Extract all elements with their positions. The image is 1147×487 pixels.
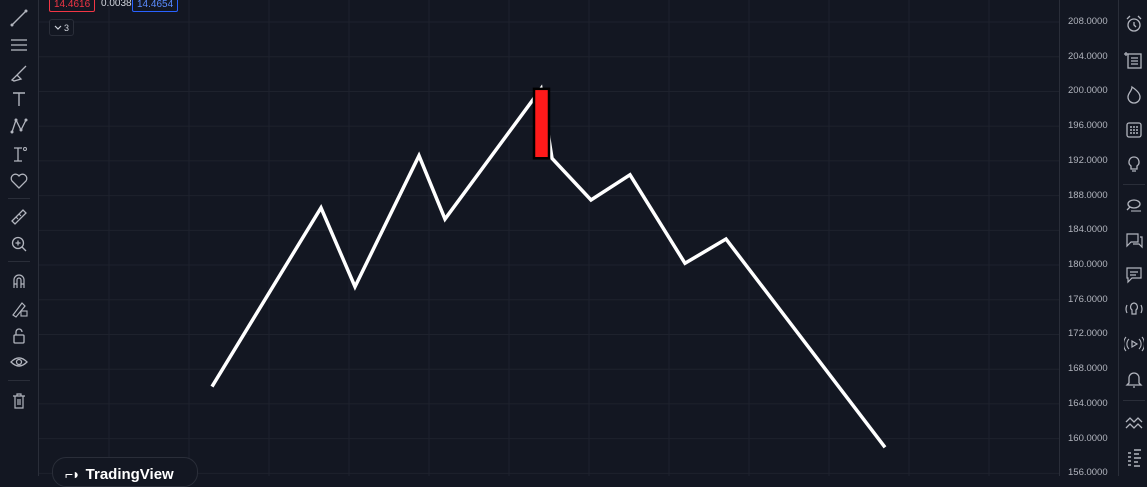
left-toolbar xyxy=(0,0,39,476)
message-icon[interactable] xyxy=(1121,262,1147,288)
price-label: 196.0000 xyxy=(1068,120,1108,131)
price-label: 180.0000 xyxy=(1068,259,1108,270)
stream-icon[interactable] xyxy=(1121,331,1147,357)
legend-value-low: 14.4616 xyxy=(49,0,95,12)
price-label: 208.0000 xyxy=(1068,16,1108,27)
eye-icon[interactable] xyxy=(6,350,32,374)
price-label: 168.0000 xyxy=(1068,363,1108,374)
tradingview-logo[interactable]: ⌐◗ TradingView xyxy=(52,457,198,487)
toolbar-divider xyxy=(8,198,30,199)
price-label: 200.0000 xyxy=(1068,85,1108,96)
price-label: 156.0000 xyxy=(1068,467,1108,478)
right-toolbar xyxy=(1118,0,1147,476)
ideas-bulb-icon[interactable] xyxy=(1121,151,1147,177)
hotlist-icon[interactable] xyxy=(1121,82,1147,108)
heart-icon[interactable] xyxy=(6,169,32,193)
price-label: 160.0000 xyxy=(1068,433,1108,444)
price-scale[interactable]: 208.0000 204.0000 200.0000 196.0000 192.0000… xyxy=(1059,0,1118,476)
zoom-in-icon[interactable] xyxy=(6,232,32,256)
chevron-down-icon xyxy=(54,23,62,33)
chart-grid xyxy=(39,0,1059,476)
prediction-icon[interactable] xyxy=(6,142,32,166)
pattern-icon[interactable] xyxy=(6,114,32,138)
price-label: 184.0000 xyxy=(1068,224,1108,235)
chat-bubble-icon[interactable] xyxy=(1121,227,1147,253)
lock-drawing-icon[interactable] xyxy=(6,297,32,321)
collapse-count: 3 xyxy=(64,23,69,33)
calendar-icon[interactable] xyxy=(1121,117,1147,143)
toolbar-divider xyxy=(1123,184,1145,185)
candle-layer xyxy=(534,89,549,158)
logo-text: TradingView xyxy=(86,466,174,483)
dom-icon[interactable] xyxy=(1121,444,1147,470)
trash-icon[interactable] xyxy=(6,389,32,413)
price-label: 192.0000 xyxy=(1068,155,1108,166)
bell-icon[interactable] xyxy=(1121,366,1147,392)
toolbar-divider xyxy=(8,261,30,262)
toolbar-divider xyxy=(1123,400,1145,401)
price-label: 188.0000 xyxy=(1068,190,1108,201)
price-chart xyxy=(39,0,1059,476)
price-label: 176.0000 xyxy=(1068,294,1108,305)
text-icon[interactable] xyxy=(6,87,32,111)
price-label: 164.0000 xyxy=(1068,398,1108,409)
chat-icon[interactable] xyxy=(1121,193,1147,219)
waves-icon[interactable] xyxy=(1121,410,1147,436)
unlock-icon[interactable] xyxy=(6,324,32,348)
alarm-clock-icon[interactable] xyxy=(1121,11,1147,37)
toolbar-divider xyxy=(8,380,30,381)
legend-value-high: 14.4654 xyxy=(132,0,178,12)
trend-line-icon[interactable] xyxy=(6,6,32,30)
watchlist-icon[interactable] xyxy=(1121,47,1147,73)
tradingview-logo-icon: ⌐◗ xyxy=(65,466,80,482)
ruler-icon[interactable] xyxy=(6,205,32,229)
legend-collapse-button[interactable]: 3 xyxy=(49,19,74,36)
horizontal-lines-icon[interactable] xyxy=(6,33,32,57)
brush-icon[interactable] xyxy=(6,61,32,85)
chart-pane[interactable] xyxy=(39,0,1059,476)
price-label: 172.0000 xyxy=(1068,328,1108,339)
legend-value-change: 0.0038 xyxy=(99,0,129,12)
price-label: 204.0000 xyxy=(1068,51,1108,62)
broadcast-icon[interactable] xyxy=(1121,296,1147,322)
candle-bar xyxy=(534,89,549,158)
magnet-icon[interactable] xyxy=(6,269,32,293)
